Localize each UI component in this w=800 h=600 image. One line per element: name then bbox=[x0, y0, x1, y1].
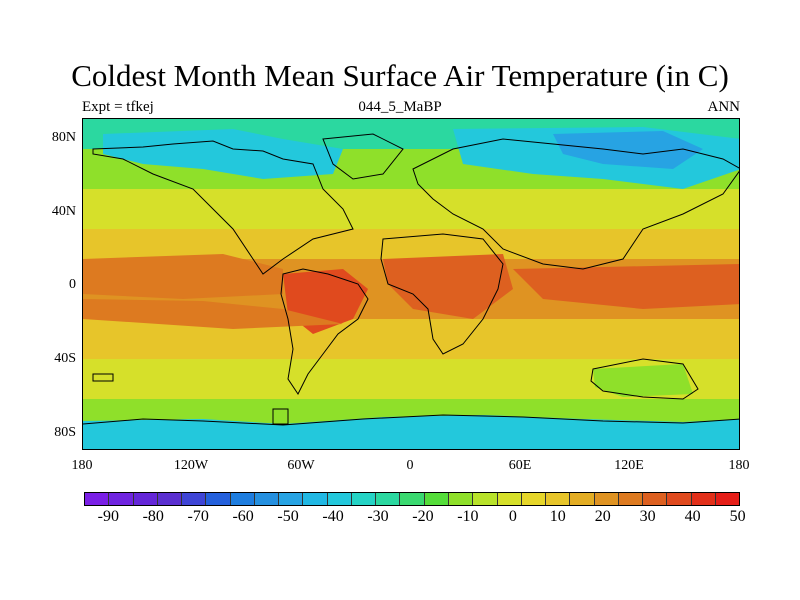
colorbar-swatch bbox=[85, 493, 110, 505]
colorbar-label: -60 bbox=[232, 508, 254, 525]
south-america-outline bbox=[280, 268, 369, 395]
colorbar-swatch bbox=[497, 493, 522, 505]
colorbar-swatch bbox=[473, 493, 498, 505]
hot-africa bbox=[383, 254, 513, 319]
colorbar-label: -70 bbox=[187, 508, 209, 525]
colorbar-swatch bbox=[327, 493, 352, 505]
island-outline-1 bbox=[92, 373, 114, 382]
colorbar-swatch bbox=[618, 493, 644, 505]
colorbar-swatch bbox=[424, 493, 449, 505]
x-tick-label: 60E bbox=[508, 458, 532, 473]
colorbar-label: 0 bbox=[508, 508, 517, 525]
colorbar-swatch bbox=[570, 493, 595, 505]
colorbar-swatch bbox=[303, 493, 328, 505]
colorbar-label: 20 bbox=[594, 508, 611, 525]
map-title: Coldest Month Mean Surface Air Temperatu… bbox=[71, 58, 729, 93]
temperature-field bbox=[83, 119, 739, 449]
band-north-temperate bbox=[83, 189, 739, 229]
australia-outline bbox=[590, 358, 699, 400]
colorbar-swatch bbox=[448, 493, 474, 505]
colorbar-label: 30 bbox=[639, 508, 656, 525]
hot-tropical-pacific bbox=[83, 254, 283, 299]
greenland-outline bbox=[322, 133, 404, 180]
colorbar-swatch bbox=[643, 493, 668, 505]
eurasia-outline bbox=[412, 138, 739, 270]
colorbar-label: 10 bbox=[549, 508, 566, 525]
colorbar-swatch bbox=[376, 493, 401, 505]
colorbar-label: 40 bbox=[684, 508, 701, 525]
colorbar-swatch bbox=[157, 493, 183, 505]
x-tick-label: 120W bbox=[173, 458, 209, 473]
cold-siberia-core bbox=[553, 131, 703, 169]
colorbar-swatch bbox=[206, 493, 231, 505]
coastlines bbox=[83, 133, 739, 426]
band-north-warm bbox=[83, 229, 739, 259]
colorbar-swatch bbox=[279, 493, 304, 505]
colorbar-label: 50 bbox=[729, 508, 746, 525]
y-tick-label: 40N bbox=[51, 204, 76, 219]
x-tick-label: 120E bbox=[614, 458, 644, 473]
y-tick-label: 40S bbox=[54, 351, 76, 366]
x-tick-label: 0 bbox=[406, 458, 414, 473]
hot-indopacific bbox=[513, 264, 739, 309]
colorbar-swatch bbox=[400, 493, 425, 505]
colorbar-swatch bbox=[594, 493, 619, 505]
colorbar-swatch bbox=[254, 493, 280, 505]
colorbar-label: -80 bbox=[142, 508, 164, 525]
north-america-outline bbox=[92, 140, 354, 275]
africa-outline bbox=[380, 233, 504, 355]
x-tick-label: 180 bbox=[728, 458, 750, 473]
hot-tropical-atlantic bbox=[83, 299, 343, 329]
colorbar-label: -20 bbox=[412, 508, 434, 525]
colorbar-swatch bbox=[182, 493, 207, 505]
x-tick-label: 180 bbox=[71, 458, 93, 473]
colorbar-swatch bbox=[715, 493, 740, 505]
colorbar-swatch bbox=[230, 493, 255, 505]
island-outline-2 bbox=[272, 408, 289, 425]
colorbar-swatch bbox=[109, 493, 134, 505]
colorbar-label: -90 bbox=[97, 508, 119, 525]
colorbar-label: -30 bbox=[367, 508, 389, 525]
colorbar-swatch bbox=[546, 493, 571, 505]
colorbar-swatch bbox=[691, 493, 716, 505]
colorbar-swatch bbox=[133, 493, 158, 505]
warm-australia bbox=[593, 364, 693, 397]
colorbar-swatch bbox=[351, 493, 377, 505]
y-tick-label: 80S bbox=[54, 425, 76, 440]
season-label: ANN bbox=[707, 99, 741, 115]
colorbar-label: -40 bbox=[322, 508, 344, 525]
antarctica-outline bbox=[83, 414, 739, 426]
x-tick-label: 60W bbox=[287, 458, 315, 473]
temperature-map bbox=[82, 118, 740, 450]
colorbar bbox=[84, 492, 740, 506]
colorbar-swatch bbox=[667, 493, 692, 505]
experiment-label: Expt = tfkej bbox=[82, 99, 154, 115]
colorbar-label: -10 bbox=[457, 508, 479, 525]
colorbar-label: -50 bbox=[277, 508, 299, 525]
cold-north-america bbox=[103, 129, 343, 179]
y-tick-label: 0 bbox=[69, 277, 76, 292]
period-label: 044_5_MaBP bbox=[358, 99, 442, 115]
colorbar-swatch bbox=[521, 493, 547, 505]
y-tick-label: 80N bbox=[51, 130, 76, 145]
